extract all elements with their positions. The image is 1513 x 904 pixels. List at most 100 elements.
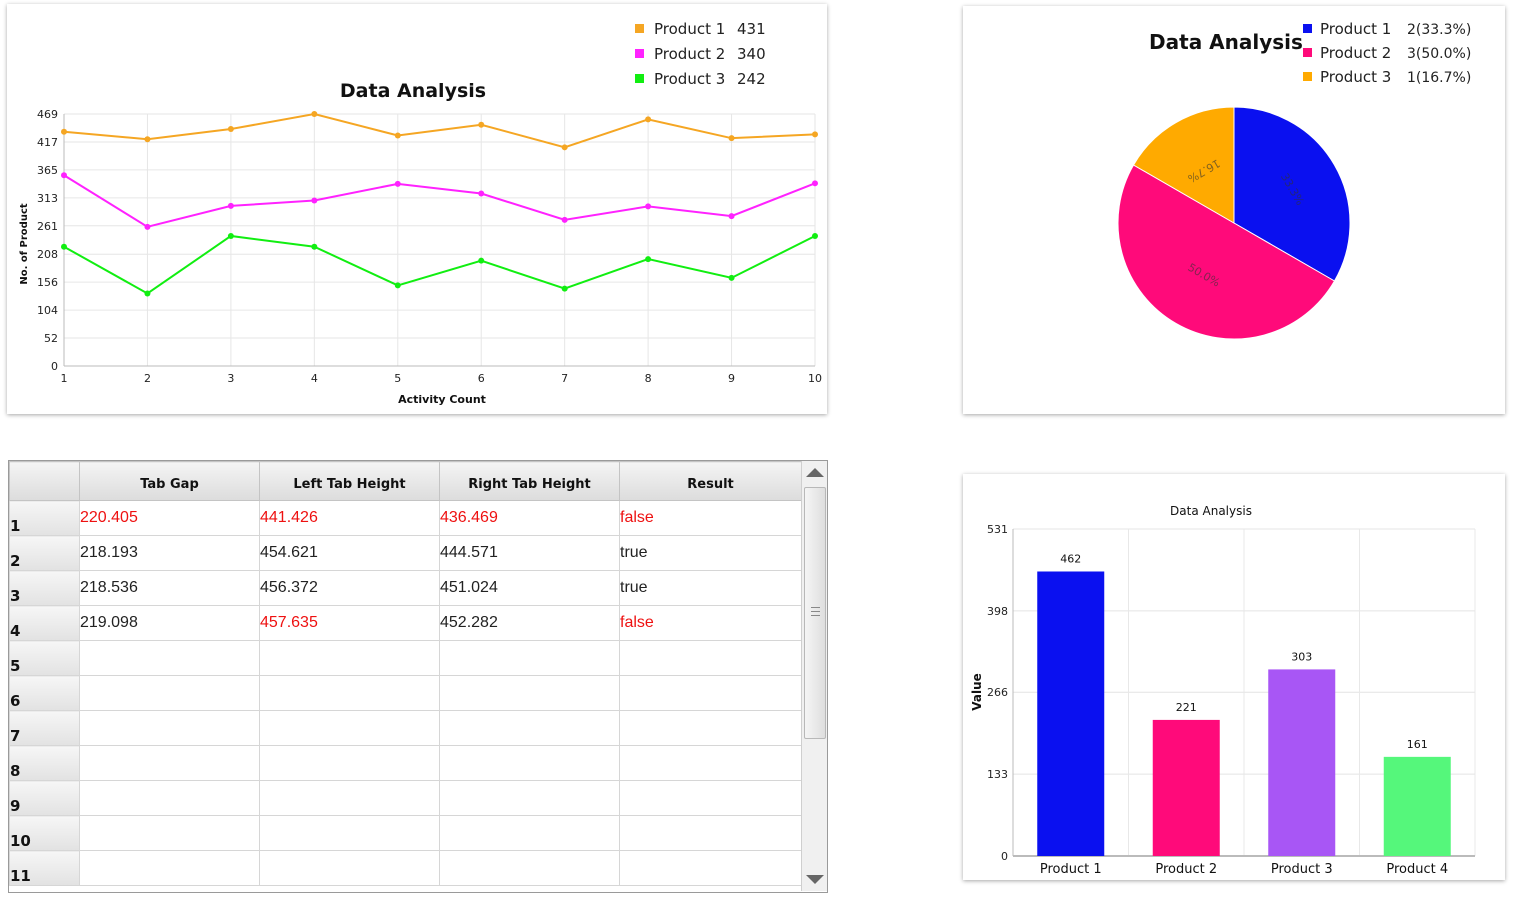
results-table-panel: Tab Gap Left Tab Height Right Tab Height… bbox=[8, 460, 828, 893]
table-cell[interactable] bbox=[79, 850, 260, 886]
line-chart-y-tick-label: 52 bbox=[44, 332, 58, 345]
table-cell[interactable] bbox=[619, 745, 802, 781]
bar-value-label-1: 462 bbox=[1060, 552, 1081, 565]
table-row[interactable]: 8 bbox=[9, 745, 802, 781]
table-cell[interactable]: 452.282 bbox=[439, 605, 620, 641]
table-row[interactable]: 6 bbox=[9, 675, 802, 711]
table-cell[interactable] bbox=[259, 745, 440, 781]
table-row[interactable]: 11 bbox=[9, 850, 802, 886]
pie-chart-slices: 33.3%50.0%16.7% bbox=[1117, 106, 1351, 340]
table-cell[interactable] bbox=[259, 675, 440, 711]
column-header-tab-gap[interactable]: Tab Gap bbox=[79, 461, 260, 501]
row-number-header[interactable]: 11 bbox=[9, 850, 80, 886]
chevron-down-icon bbox=[806, 875, 824, 884]
row-number-header[interactable]: 10 bbox=[9, 815, 80, 851]
table-row[interactable]: 9 bbox=[9, 780, 802, 816]
table-cell[interactable]: 219.098 bbox=[79, 605, 260, 641]
table-cell[interactable]: false bbox=[619, 605, 802, 641]
table-row[interactable]: 7 bbox=[9, 710, 802, 746]
table-cell[interactable]: 218.536 bbox=[79, 570, 260, 606]
table-cell[interactable]: 220.405 bbox=[79, 500, 260, 536]
table-cell[interactable] bbox=[79, 745, 260, 781]
line-chart-title: Data Analysis bbox=[340, 80, 486, 102]
row-number-header[interactable]: 8 bbox=[9, 745, 80, 781]
table-cell[interactable] bbox=[439, 780, 620, 816]
pie-chart: Data Analysis 33.3%50.0%16.7% Product 1 2… bbox=[1117, 20, 1471, 340]
table-row[interactable]: 2 218.193 454.621 444.571 true bbox=[9, 535, 802, 571]
table-cell[interactable]: 218.193 bbox=[79, 535, 260, 571]
row-number-header[interactable]: 2 bbox=[9, 535, 80, 571]
table-cell[interactable] bbox=[79, 710, 260, 746]
row-number-header[interactable]: 6 bbox=[9, 675, 80, 711]
table-cell[interactable]: 454.621 bbox=[259, 535, 440, 571]
bar-4 bbox=[1383, 756, 1451, 856]
legend-total-1: 431 bbox=[737, 20, 766, 38]
table-cell[interactable]: 444.571 bbox=[439, 535, 620, 571]
table-cell[interactable] bbox=[439, 710, 620, 746]
pie-legend-value-2: 3(50.0%) bbox=[1407, 46, 1471, 62]
table-cell[interactable]: 456.372 bbox=[259, 570, 440, 606]
row-number-header[interactable]: 9 bbox=[9, 780, 80, 816]
table-cell[interactable]: true bbox=[619, 570, 802, 606]
legend-label-1: Product 1 bbox=[654, 20, 725, 38]
scrollbar-thumb[interactable] bbox=[804, 487, 826, 739]
table-cell[interactable]: 441.426 bbox=[259, 500, 440, 536]
legend-label-3: Product 3 bbox=[654, 70, 725, 88]
pie-legend-label-1: Product 1 bbox=[1320, 20, 1391, 38]
table-cell[interactable]: true bbox=[619, 535, 802, 571]
table-cell[interactable] bbox=[619, 780, 802, 816]
table-vertical-scrollbar[interactable] bbox=[801, 461, 827, 891]
pie-chart-title: Data Analysis bbox=[1149, 30, 1303, 54]
table-cell[interactable] bbox=[79, 675, 260, 711]
scroll-up-button[interactable] bbox=[802, 461, 827, 485]
column-header-left-tab-height[interactable]: Left Tab Height bbox=[259, 461, 440, 501]
table-cell[interactable] bbox=[439, 850, 620, 886]
table-cell[interactable] bbox=[259, 850, 440, 886]
table-cell[interactable] bbox=[259, 710, 440, 746]
table-row[interactable]: 1 220.405 441.426 436.469 false bbox=[9, 500, 802, 536]
pie-legend-swatch-2 bbox=[1303, 48, 1312, 57]
table-cell[interactable] bbox=[619, 850, 802, 886]
line-point bbox=[728, 274, 735, 281]
table-cell[interactable] bbox=[259, 815, 440, 851]
line-chart-x-tick-label: 9 bbox=[728, 372, 735, 385]
table-cell[interactable] bbox=[259, 640, 440, 676]
table-cell[interactable] bbox=[79, 815, 260, 851]
table-row[interactable]: 10 bbox=[9, 815, 802, 851]
row-number-header[interactable]: 3 bbox=[9, 570, 80, 606]
bar-value-label-4: 161 bbox=[1407, 738, 1428, 751]
legend-swatch-1 bbox=[635, 24, 644, 33]
bar-category-label-4: Product 4 bbox=[1386, 862, 1448, 877]
table-cell[interactable] bbox=[619, 640, 802, 676]
column-header-right-tab-height[interactable]: Right Tab Height bbox=[439, 461, 620, 501]
table-cell[interactable]: 457.635 bbox=[259, 605, 440, 641]
pie-legend-label-2: Product 2 bbox=[1320, 44, 1391, 62]
scroll-down-button[interactable] bbox=[802, 867, 827, 891]
table-cell[interactable] bbox=[619, 710, 802, 746]
row-number-header[interactable]: 1 bbox=[9, 500, 80, 536]
chevron-up-icon bbox=[806, 468, 824, 477]
table-row[interactable]: 4 219.098 457.635 452.282 false bbox=[9, 605, 802, 641]
line-point bbox=[394, 180, 401, 187]
row-number-header[interactable]: 4 bbox=[9, 605, 80, 641]
row-number-header[interactable]: 7 bbox=[9, 710, 80, 746]
table-cell[interactable] bbox=[619, 815, 802, 851]
table-cell[interactable] bbox=[259, 780, 440, 816]
table-cell[interactable] bbox=[619, 675, 802, 711]
line-point bbox=[394, 132, 401, 139]
table-cell[interactable] bbox=[79, 780, 260, 816]
table-cell[interactable] bbox=[79, 640, 260, 676]
table-cell[interactable] bbox=[439, 745, 620, 781]
table-cell[interactable]: 436.469 bbox=[439, 500, 620, 536]
line-point bbox=[227, 126, 234, 133]
table-cell[interactable] bbox=[439, 815, 620, 851]
table-cell[interactable] bbox=[439, 640, 620, 676]
row-number-header[interactable]: 5 bbox=[9, 640, 80, 676]
table-row[interactable]: 5 bbox=[9, 640, 802, 676]
table-row[interactable]: 3 218.536 456.372 451.024 true bbox=[9, 570, 802, 606]
column-header-result[interactable]: Result bbox=[619, 461, 802, 501]
table-cell[interactable] bbox=[439, 675, 620, 711]
table-cell[interactable]: false bbox=[619, 500, 802, 536]
pie-chart-panel: Data Analysis 33.3% 50.0% 16.7% Product 1 2… bbox=[963, 6, 1505, 414]
table-cell[interactable]: 451.024 bbox=[439, 570, 620, 606]
